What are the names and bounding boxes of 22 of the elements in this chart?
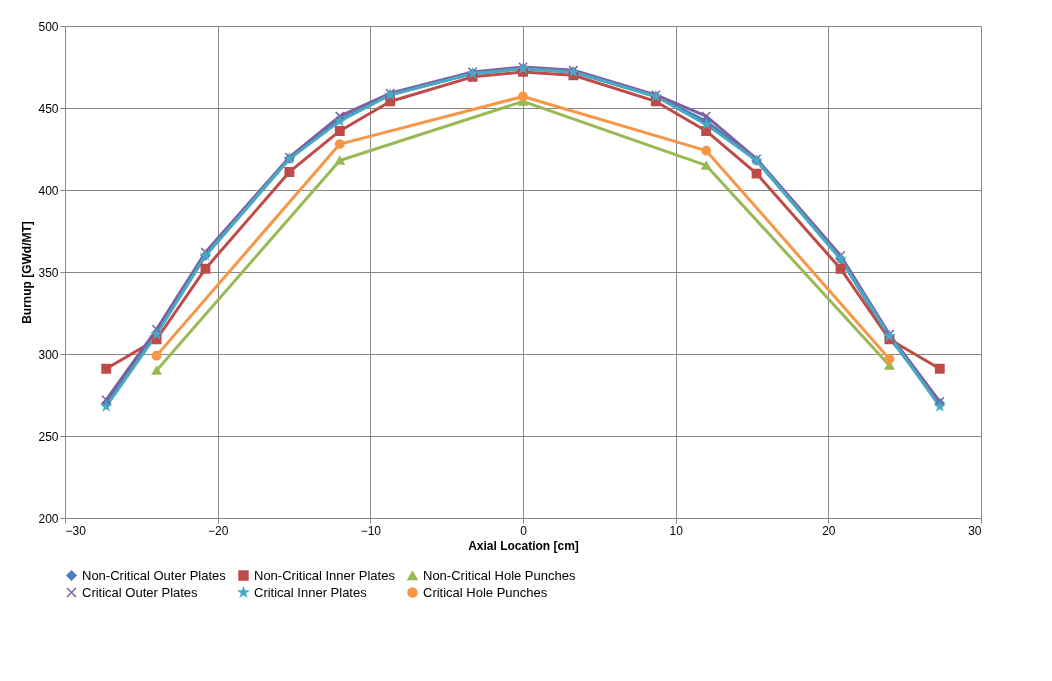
y-axis-title: Burnup [GWd/MT] [20,221,35,324]
y-tick-label: 400 [38,183,59,198]
legend-label: Critical Outer Plates [82,584,199,600]
x-tick-label: 10 [669,523,684,538]
y-tick-label: 450 [38,101,59,116]
legend-label: Non-Critical Outer Plates [82,567,227,583]
x-tick-label: −10 [360,523,382,538]
x-tick-label: −20 [207,523,229,538]
y-tick-label: 250 [38,429,59,444]
legend-label: Non-Critical Hole Punches [423,567,576,583]
y-tick-label: 500 [38,19,59,34]
legend-label: Critical Hole Punches [423,584,548,600]
x-tick-label: −30 [65,523,87,538]
legend-label: Critical Inner Plates [254,584,368,600]
x-tick-label: 20 [822,523,836,538]
x-tick-label: 30 [968,523,982,538]
y-tick-label: 300 [38,347,59,362]
y-tick-label: 200 [38,511,59,526]
legend-label: Non-Critical Inner Plates [254,567,396,583]
x-tick-label: 0 [520,523,528,538]
y-tick-label: 350 [38,265,59,280]
x-axis-title: Axial Location [cm] [468,538,579,553]
